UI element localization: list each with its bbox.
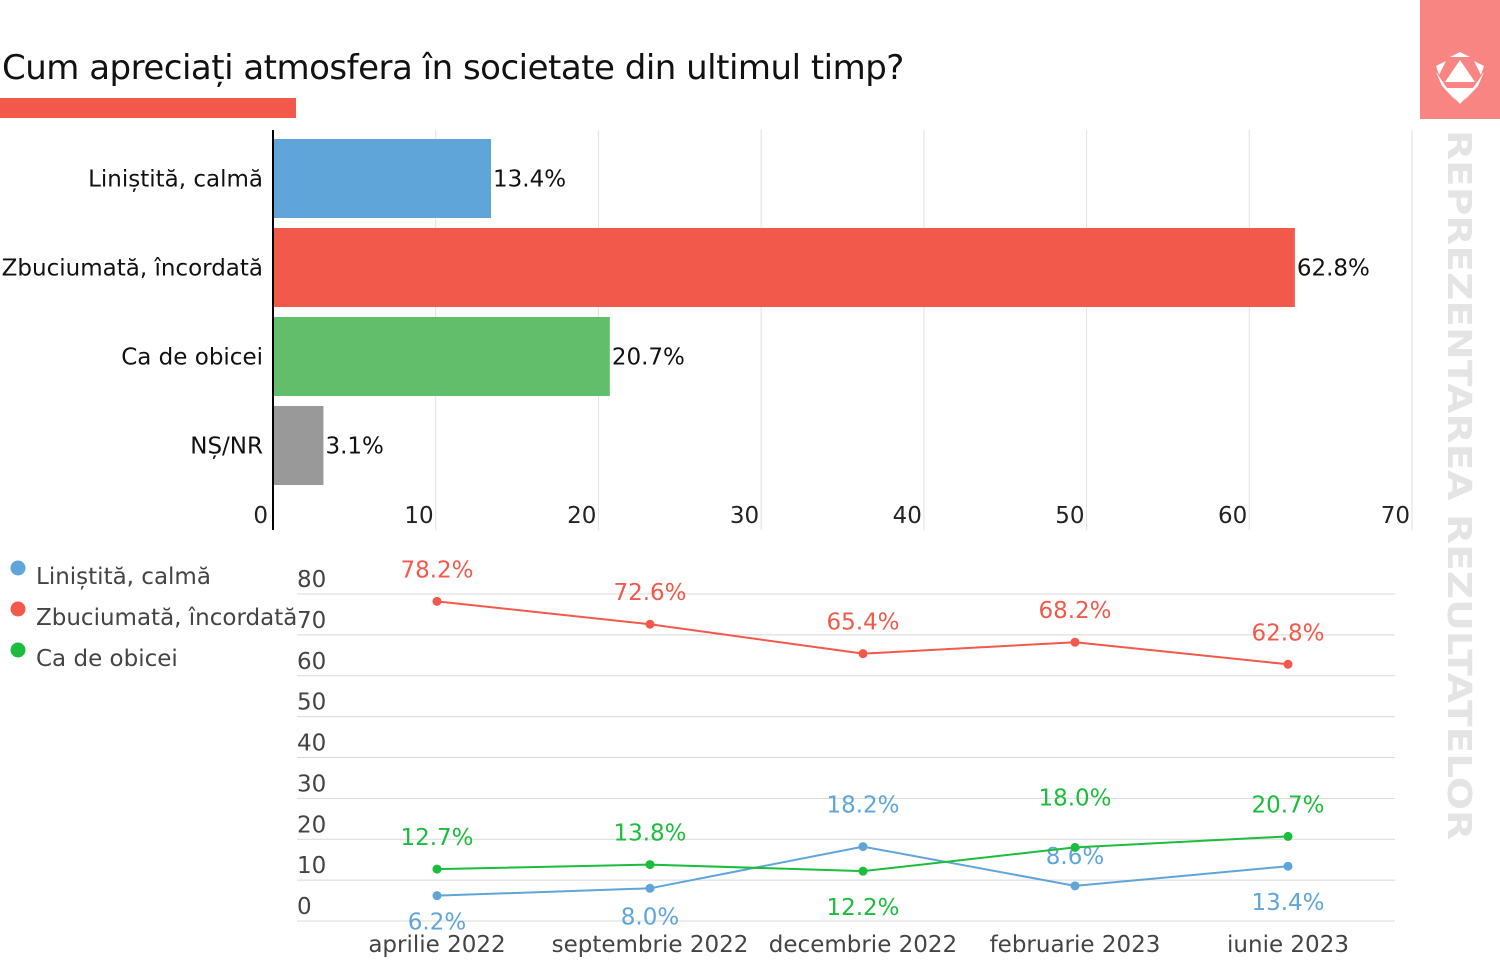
data-point (1070, 881, 1080, 891)
title-accent-bar (0, 98, 296, 118)
data-label: 72.6% (613, 580, 686, 606)
data-point (858, 842, 868, 852)
x-tick-label: 60 (1218, 503, 1247, 529)
watermark-text: REPREZENTAREA REZULTATELOR (1442, 130, 1479, 840)
data-label: 18.0% (1038, 785, 1111, 811)
y-tick-label: 80 (297, 567, 326, 593)
data-point (858, 649, 868, 659)
x-tick-label: februarie 2023 (990, 932, 1161, 958)
x-tick-label: iunie 2023 (1227, 932, 1349, 958)
icosahedron-logo-icon (1436, 52, 1484, 104)
data-label: 18.2% (826, 793, 899, 819)
data-label: 20.7% (1251, 792, 1324, 818)
x-tick-label: aprilie 2022 (368, 932, 505, 958)
x-tick-label: septembrie 2022 (552, 932, 749, 958)
legend-marker (10, 560, 26, 576)
logo (1420, 0, 1500, 119)
bar (273, 406, 324, 485)
data-label: 6.2% (408, 910, 466, 936)
category-label: NȘ/NR (190, 434, 263, 460)
x-tick-label: 0 (253, 503, 268, 529)
category-label: Liniștită, calmă (88, 167, 263, 193)
y-tick-label: 30 (297, 771, 326, 797)
data-point (1283, 831, 1293, 841)
chart-title: Cum apreciați atmosfera în societate din… (2, 48, 904, 88)
x-tick-label: 10 (404, 503, 433, 529)
bar (273, 228, 1295, 307)
bar-value-label: 13.4% (493, 167, 566, 193)
data-point (432, 596, 442, 606)
bar-value-label: 3.1% (325, 434, 383, 460)
data-point (1283, 861, 1293, 871)
x-tick-label: 50 (1055, 503, 1084, 529)
bar (273, 317, 610, 396)
data-point (645, 860, 655, 870)
data-point (1070, 842, 1080, 852)
data-label: 13.4% (1251, 890, 1324, 916)
y-tick-label: 10 (297, 853, 326, 879)
data-point (432, 891, 442, 901)
bar-value-label: 20.7% (612, 345, 685, 371)
data-point (432, 864, 442, 874)
data-label: 12.2% (826, 895, 899, 921)
data-point (645, 883, 655, 893)
bar (273, 139, 492, 218)
legend-marker (10, 642, 26, 658)
watermark: REPREZENTAREA REZULTATELOR (1442, 130, 1479, 840)
x-tick-label: 20 (567, 503, 596, 529)
y-tick-label: 50 (297, 690, 326, 716)
legend-item: Ca de obicei (36, 646, 178, 672)
data-label: 78.2% (400, 557, 473, 583)
category-label: Zbuciumată, încordată (2, 256, 263, 282)
series-line (436, 835, 1289, 873)
y-tick-label: 0 (297, 894, 312, 920)
data-label: 68.2% (1038, 598, 1111, 624)
x-tick-label: decembrie 2022 (769, 932, 957, 958)
x-tick-label: 40 (893, 503, 922, 529)
y-tick-label: 40 (297, 731, 326, 757)
data-point (645, 619, 655, 629)
data-label: 62.8% (1251, 620, 1324, 646)
legend-item: Zbuciumată, încordată (36, 605, 297, 631)
data-label: 8.0% (621, 904, 679, 930)
y-tick-label: 70 (297, 608, 326, 634)
x-tick-label: 70 (1381, 503, 1410, 529)
bar-value-label: 62.8% (1297, 256, 1370, 282)
category-label: Ca de obicei (121, 345, 263, 371)
y-tick-label: 60 (297, 649, 326, 675)
data-point (1283, 659, 1293, 669)
y-tick-label: 20 (297, 812, 326, 838)
data-point (1070, 637, 1080, 647)
data-label: 65.4% (826, 610, 899, 636)
data-label: 12.7% (400, 825, 473, 851)
legend-item: Liniștită, calmă (36, 564, 211, 590)
x-tick-label: 30 (730, 503, 759, 529)
legend-marker (10, 601, 26, 617)
data-point (858, 866, 868, 876)
data-label: 13.8% (613, 821, 686, 847)
